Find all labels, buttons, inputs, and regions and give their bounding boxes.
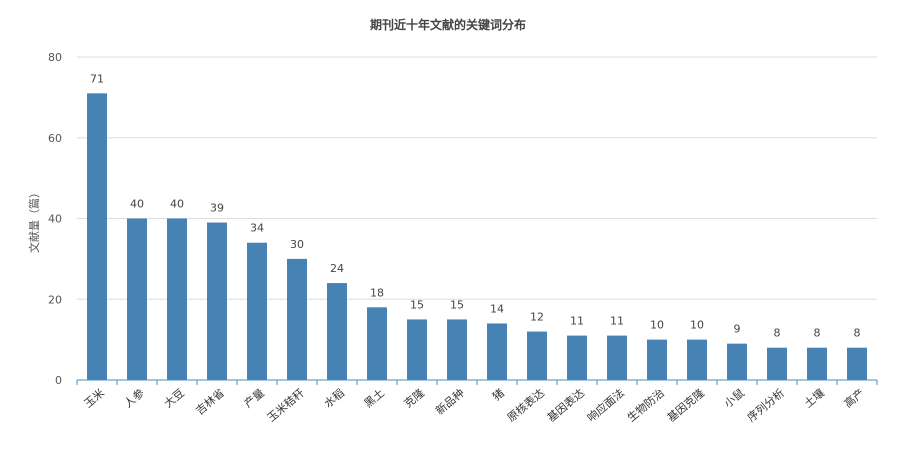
bar <box>847 347 867 380</box>
bar <box>207 222 227 380</box>
y-tick-label: 20 <box>48 293 62 306</box>
bar <box>367 307 387 380</box>
data-label: 34 <box>250 222 264 235</box>
data-labels: 71 40 40 39 34 30 24 18 15 15 14 12 11 11 10 10 9 8 8 8 <box>90 72 861 339</box>
data-label: 30 <box>290 238 304 251</box>
data-label: 40 <box>170 198 184 211</box>
x-tick-label: 小鼠 <box>721 386 747 411</box>
data-label: 18 <box>370 286 384 299</box>
x-tick-label: 土壤 <box>801 386 827 411</box>
x-tick-label: 高产 <box>841 386 867 411</box>
y-tick-label: 40 <box>48 213 62 226</box>
bar <box>447 319 467 380</box>
data-label: 8 <box>814 327 821 340</box>
data-label: 11 <box>570 315 584 328</box>
bars <box>87 93 867 381</box>
x-tick-label: 产量 <box>241 386 267 411</box>
x-tick-label: 玉米 <box>82 386 107 410</box>
bar <box>727 343 747 380</box>
bar <box>807 347 827 380</box>
x-tick-label: 序列分析 <box>744 386 787 425</box>
x-tick-label: 吉林省 <box>193 386 227 418</box>
y-tick-label: 0 <box>55 374 62 387</box>
data-label: 12 <box>530 311 544 324</box>
data-label: 8 <box>854 327 861 340</box>
x-tick-label: 基因克隆 <box>664 386 707 425</box>
gridlines <box>77 56 877 300</box>
bar <box>607 335 627 380</box>
bar <box>167 218 187 380</box>
x-axis-ticks <box>76 380 878 385</box>
x-tick-label: 黑土 <box>362 386 387 410</box>
x-tick-label: 水稻 <box>322 386 347 410</box>
data-label: 39 <box>210 202 224 215</box>
data-label: 24 <box>330 262 344 275</box>
bar <box>287 258 307 380</box>
data-label: 14 <box>490 302 504 315</box>
data-label: 15 <box>410 298 424 311</box>
bar <box>487 323 507 380</box>
x-tick-label: 原核表达 <box>504 386 547 425</box>
x-tick-label: 猪 <box>490 386 507 403</box>
data-label: 10 <box>690 319 704 332</box>
x-tick-label: 响应面法 <box>584 386 627 425</box>
x-tick-label: 大豆 <box>161 386 187 411</box>
data-label: 9 <box>734 323 741 336</box>
x-tick-label: 人参 <box>121 386 147 411</box>
bar <box>647 339 667 380</box>
bar <box>87 93 107 381</box>
bar <box>127 218 147 380</box>
y-axis-ticks: 0 20 40 60 80 <box>48 51 62 387</box>
bar <box>687 339 707 380</box>
x-tick-label: 新品种 <box>433 386 467 418</box>
data-label: 71 <box>90 72 104 85</box>
bar <box>247 242 267 380</box>
bar <box>527 331 547 380</box>
y-tick-label: 80 <box>48 51 62 64</box>
x-tick-label: 克隆 <box>401 386 427 411</box>
bar <box>407 319 427 380</box>
bar <box>567 335 587 380</box>
data-label: 10 <box>650 319 664 332</box>
y-tick-label: 60 <box>48 132 62 145</box>
x-tick-label: 玉米秸秆 <box>265 386 307 424</box>
bar <box>767 347 787 380</box>
data-label: 8 <box>774 327 781 340</box>
y-axis-label: 文献量（篇） <box>27 187 41 253</box>
x-tick-label: 生物防治 <box>624 386 667 425</box>
data-label: 11 <box>610 315 624 328</box>
data-label: 40 <box>130 198 144 211</box>
data-label: 15 <box>450 298 464 311</box>
x-tick-label: 基因表达 <box>544 386 587 425</box>
bar <box>327 283 347 380</box>
chart-title: 期刊近十年文献的关键词分布 <box>370 17 526 32</box>
